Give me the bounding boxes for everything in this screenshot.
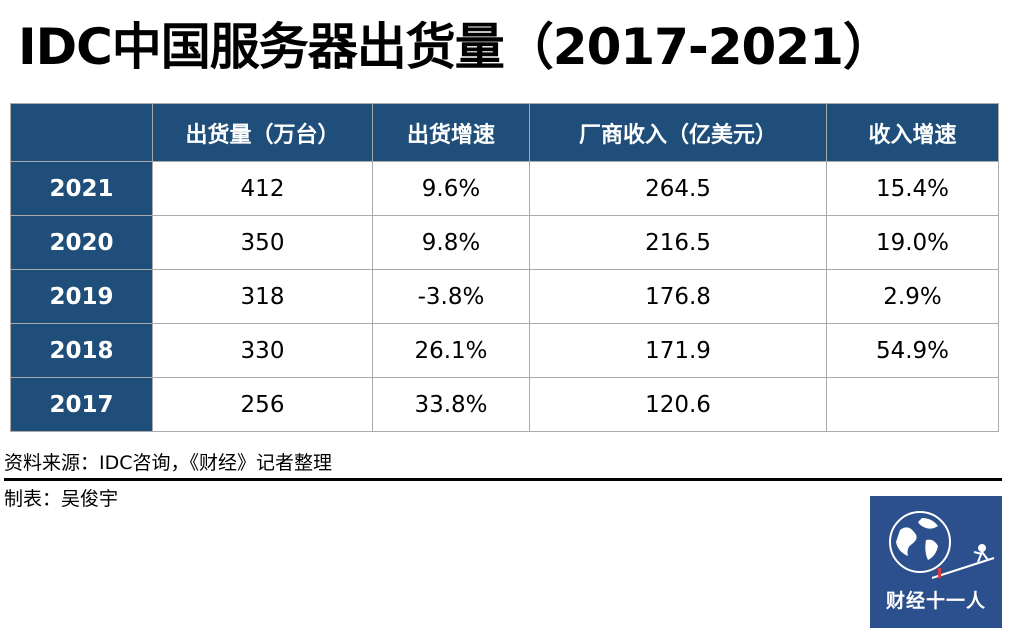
shipments-cell: 318 [152,269,373,324]
table-header-row: 出货量（万台） 出货增速 厂商收入（亿美元） 收入增速 [10,103,999,162]
table-row: 2020 350 9.8% 216.5 19.0% [10,215,999,270]
year-cell: 2018 [10,323,153,378]
shipments-cell: 256 [152,377,373,432]
globe-icon [889,511,995,579]
table-row: 2019 318 -3.8% 176.8 2.9% [10,269,999,324]
table-row: 2018 330 26.1% 171.9 54.9% [10,323,999,378]
revenue-growth-cell: 15.4% [826,161,999,216]
revenue-cell: 171.9 [529,323,827,378]
header-cell-corner [10,103,153,162]
source-note: 资料来源：IDC咨询，《财经》记者整理 [4,452,333,474]
revenue-growth-cell: 54.9% [826,323,999,378]
data-table: 出货量（万台） 出货增速 厂商收入（亿美元） 收入增速 2021 412 9.6… [10,103,999,432]
table-row: 2017 256 33.8% 120.6 [10,377,999,432]
header-cell-shipments: 出货量（万台） [152,103,373,162]
shipment-growth-cell: -3.8% [372,269,530,324]
header-cell-shipment-growth: 出货增速 [372,103,530,162]
shipment-growth-cell: 33.8% [372,377,530,432]
table-row: 2021 412 9.6% 264.5 15.4% [10,161,999,216]
year-cell: 2021 [10,161,153,216]
year-cell: 2017 [10,377,153,432]
header-cell-revenue: 厂商收入（亿美元） [529,103,827,162]
shipment-growth-cell: 9.8% [372,215,530,270]
shipment-growth-cell: 26.1% [372,323,530,378]
shipments-cell: 350 [152,215,373,270]
revenue-cell: 216.5 [529,215,827,270]
shipment-growth-cell: 9.6% [372,161,530,216]
logo: 财经十一人 [870,496,1002,628]
shipments-cell: 412 [152,161,373,216]
maker-note: 制表：吴俊宇 [4,488,119,510]
shipments-cell: 330 [152,323,373,378]
page-title: IDC中国服务器出货量（2017-2021） [18,18,893,76]
revenue-growth-cell: 2.9% [826,269,999,324]
divider [4,478,1002,481]
logo-text: 财经十一人 [885,590,986,612]
revenue-growth-cell [826,377,999,432]
header-cell-revenue-growth: 收入增速 [826,103,999,162]
revenue-growth-cell: 19.0% [826,215,999,270]
year-cell: 2019 [10,269,153,324]
revenue-cell: 176.8 [529,269,827,324]
year-cell: 2020 [10,215,153,270]
revenue-cell: 264.5 [529,161,827,216]
revenue-cell: 120.6 [529,377,827,432]
